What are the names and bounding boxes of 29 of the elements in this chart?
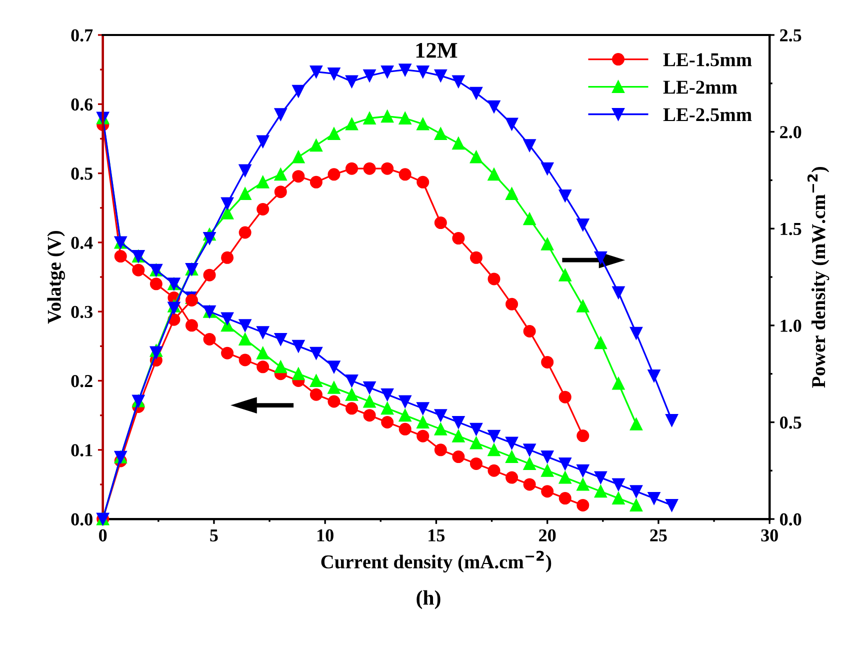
y-axis-title: Volatge (V)	[47, 230, 65, 324]
x-tick-label: 30	[761, 529, 778, 542]
legend-label: LE-2.5mm	[663, 108, 752, 122]
y-tick-label: 0.1	[71, 444, 92, 456]
y-tick-label: 0.5	[71, 168, 92, 180]
y-tick-label: 0.3	[71, 306, 92, 318]
y-tick-label: 0.2	[71, 375, 92, 388]
x-tick-label: 5	[210, 529, 218, 542]
y2-axis-title: Power density (mW.cm$^{−2}$)	[807, 166, 830, 388]
x-tick-label: 0	[99, 529, 107, 542]
y2-tick-label: 1.5	[780, 222, 802, 236]
y-tick-label: 0.4	[71, 236, 93, 249]
y-tick-label: 0.6	[71, 98, 93, 111]
x-tick-label: 25	[650, 529, 667, 542]
x-tick-label: 20	[539, 529, 556, 542]
y-tick-label: 0.0	[71, 513, 92, 526]
legend-label: LE-2mm	[663, 80, 738, 94]
x-tick-label: 10	[318, 529, 334, 542]
y-tick-label: 0.7	[71, 29, 93, 42]
x-tick-label: 15	[428, 529, 445, 542]
x-axis-title: Current density (mA.cm$^{−2}$)	[321, 550, 552, 572]
y2-tick-label: 2.0	[780, 126, 802, 138]
legend-label: LE-1.5mm	[663, 53, 752, 66]
chart-title: 12M	[416, 42, 458, 58]
y2-tick-label: 0.5	[780, 416, 802, 429]
y2-tick-label: 2.5	[780, 29, 802, 42]
y2-tick-label: 0.0	[780, 513, 802, 526]
y2-tick-label: 1.0	[780, 320, 802, 332]
text: (h)	[416, 590, 440, 610]
